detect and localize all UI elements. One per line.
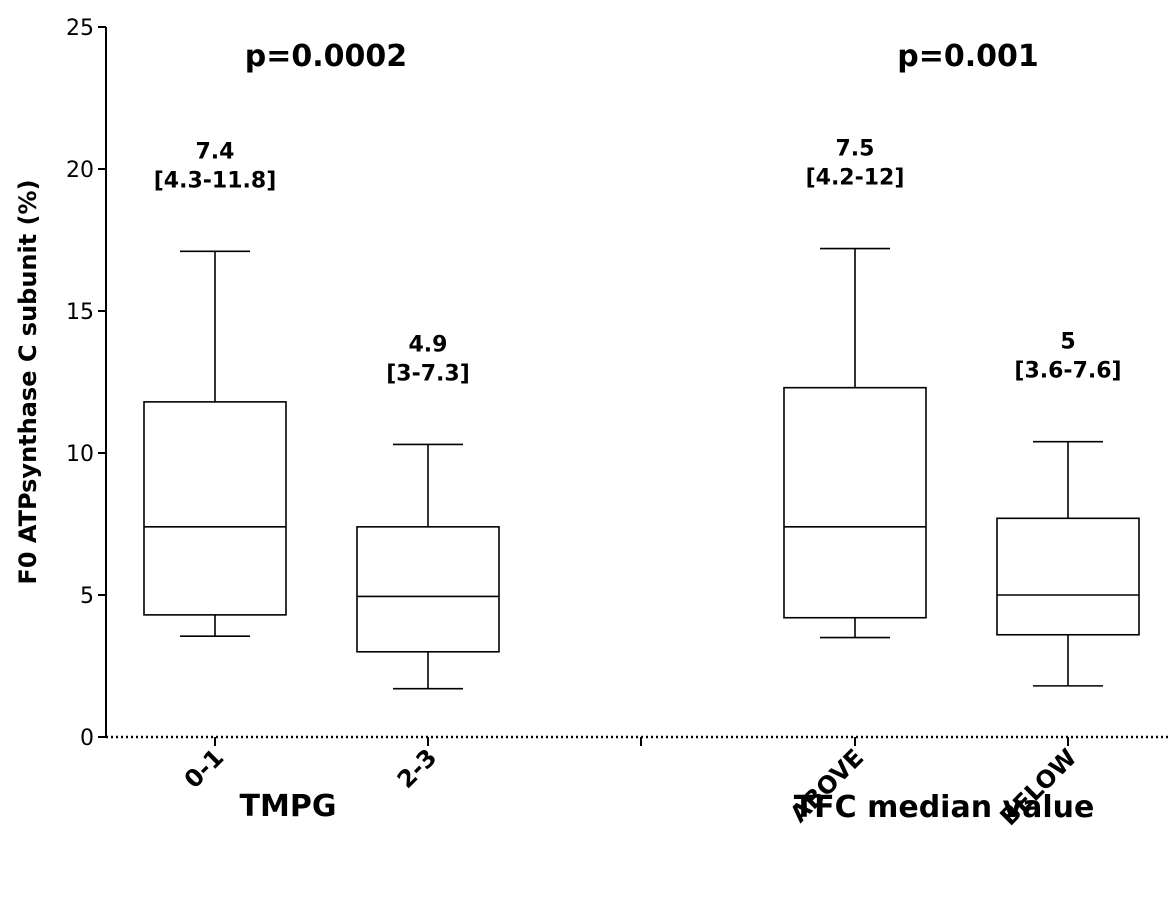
iqr-annotation: [4.3-11.8] bbox=[154, 168, 277, 193]
iqr-annotation: [3-7.3] bbox=[386, 361, 470, 386]
box-2-3 bbox=[356, 526, 500, 653]
p-value-tfc: p=0.001 bbox=[897, 39, 1039, 74]
x-tick-label: 0-1 bbox=[179, 743, 229, 793]
iqr-annotation: [4.2-12] bbox=[806, 166, 905, 191]
group-label-tmpg: TMPG bbox=[240, 789, 337, 824]
y-tick-label: 5 bbox=[80, 584, 94, 609]
median-annotation: 4.9 bbox=[409, 332, 448, 357]
y-tick-label: 0 bbox=[80, 726, 94, 751]
box-above bbox=[783, 386, 927, 619]
median-annotation: 7.4 bbox=[196, 139, 235, 164]
y-axis-label: F0 ATPsynthase C subunit (%) bbox=[14, 179, 42, 584]
box-below bbox=[996, 517, 1140, 636]
y-tick-label: 20 bbox=[66, 158, 94, 183]
median-annotation: 7.5 bbox=[836, 137, 875, 162]
plot-area: 0 5 10 15 20 25 7.4 [4.3-11.8] 0-1 4.9 [3-7.3] 2-3 7… bbox=[66, 16, 1170, 831]
y-tick-label: 15 bbox=[66, 300, 94, 325]
group-label-tfc: TFC median value bbox=[794, 790, 1095, 825]
iqr-annotation: [3.6-7.6] bbox=[1014, 359, 1121, 384]
median-annotation: 5 bbox=[1060, 330, 1075, 355]
x-tick-label: 2-3 bbox=[392, 743, 442, 793]
box-0-1 bbox=[143, 401, 287, 616]
p-value-tmpg: p=0.0002 bbox=[245, 39, 407, 74]
y-tick-label: 25 bbox=[66, 16, 94, 41]
y-tick-label: 10 bbox=[66, 442, 94, 467]
